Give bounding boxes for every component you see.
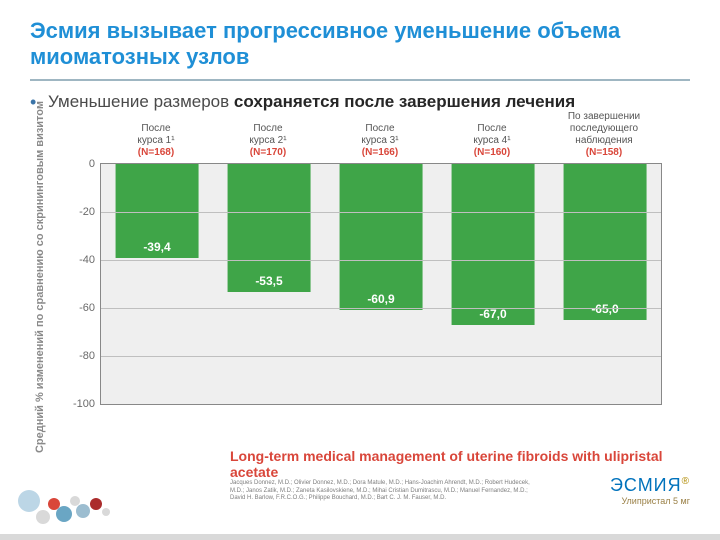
- column-headers: Послекурса 1¹(N=168)Послекурса 2¹(N=170)…: [100, 127, 660, 161]
- bar-value-label: -60,9: [340, 292, 423, 306]
- slide: Эсмия вызывает прогрессивное уменьшение …: [0, 0, 720, 540]
- bar: -60,9: [340, 164, 423, 310]
- bars-container: -39,4 -53,5 -60,9 -67,0 -65,0: [101, 164, 661, 404]
- chart: Средний % изменений по сравнению со скри…: [70, 127, 690, 427]
- reference-authors: Jacques Donnez, M.D.; Olivier Donnez, M.…: [230, 480, 530, 502]
- column-header: Послекурса 1¹(N=168): [100, 127, 212, 161]
- gridline: [101, 260, 661, 261]
- bar-value-label: -39,4: [116, 240, 199, 254]
- bullet-bold: сохраняется после завершения лечения: [234, 92, 575, 111]
- bullet-text: Уменьшение размеров: [48, 92, 234, 111]
- bar: -53,5: [228, 164, 311, 292]
- brand-name: ЭСМИЯ®: [610, 475, 690, 496]
- column-header: Послекурса 2¹(N=170): [212, 127, 324, 161]
- brand-sub: Улипристал 5 мг: [610, 496, 690, 506]
- y-axis-label: Средний % изменений по сравнению со скри…: [34, 101, 46, 453]
- dot-icon: [90, 498, 102, 510]
- bar: -67,0: [452, 164, 535, 325]
- bar-column: -39,4: [101, 164, 213, 404]
- y-tick-label: -100: [73, 398, 101, 410]
- divider: [30, 79, 690, 81]
- bullet-point: Уменьшение размеров сохраняется после за…: [30, 91, 690, 113]
- brand-logo: ЭСМИЯ® Улипристал 5 мг: [610, 475, 690, 506]
- bar-column: -60,9: [325, 164, 437, 404]
- dot-icon: [76, 504, 90, 518]
- dot-icon: [18, 490, 40, 512]
- y-tick-label: -20: [79, 206, 101, 218]
- y-tick-label: 0: [89, 158, 101, 170]
- column-header: Послекурса 4¹(N=160): [436, 127, 548, 161]
- plot-area: -39,4-53,5-60,9-67,0-65,0 0-20-40-60-80-…: [100, 163, 662, 405]
- gridline: [101, 356, 661, 357]
- y-tick-label: -40: [79, 254, 101, 266]
- slide-title: Эсмия вызывает прогрессивное уменьшение …: [30, 18, 690, 71]
- column-header: Послекурса 3¹(N=166): [324, 127, 436, 161]
- column-header: По завершениипоследующегонаблюдения(N=15…: [548, 127, 660, 161]
- dot-icon: [36, 510, 50, 524]
- dot-icon: [102, 508, 110, 516]
- dot-icon: [56, 506, 72, 522]
- y-tick-label: -80: [79, 350, 101, 362]
- bar-value-label: -65,0: [564, 302, 647, 316]
- bar-column: -53,5: [213, 164, 325, 404]
- bar-value-label: -53,5: [228, 274, 311, 288]
- bar-column: -67,0: [437, 164, 549, 404]
- y-tick-label: -60: [79, 302, 101, 314]
- bar: -65,0: [564, 164, 647, 320]
- gridline: [101, 212, 661, 213]
- footer: Long-term medical management of uterine …: [30, 454, 690, 514]
- bar-column: -65,0: [549, 164, 661, 404]
- gridline: [101, 308, 661, 309]
